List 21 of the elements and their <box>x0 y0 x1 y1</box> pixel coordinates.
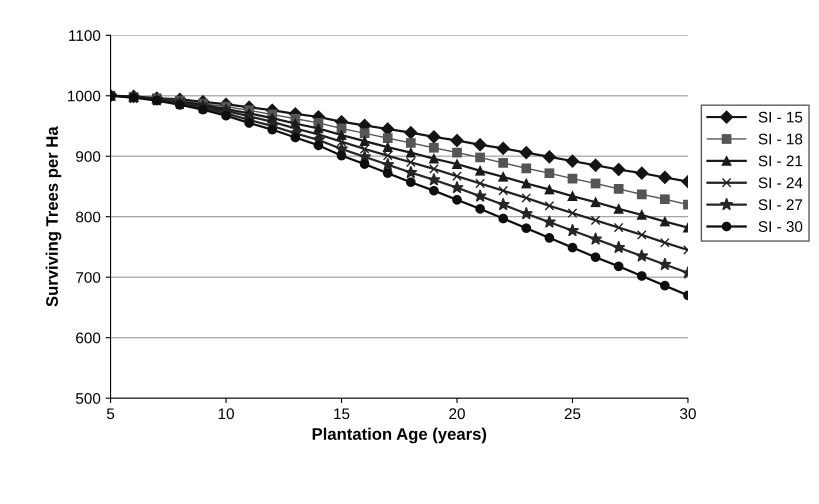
legend-label: SI - 30 <box>758 221 802 232</box>
y-tick-label: 1100 <box>69 30 100 41</box>
x-tick-label: 5 <box>106 408 114 420</box>
x-tick-label: 20 <box>449 408 465 420</box>
y-tick-label: 800 <box>76 212 100 222</box>
x-axis-title: Plantation Age (years) <box>312 428 486 444</box>
x-tick-label: 15 <box>334 408 350 420</box>
legend-label: SI - 21 <box>758 156 802 166</box>
x-tick-label: 25 <box>564 408 580 420</box>
y-tick-label: 600 <box>76 332 100 344</box>
legend-label: SI - 15 <box>758 112 802 123</box>
legend-label: SI - 24 <box>758 177 802 188</box>
y-tick-label: 1000 <box>68 90 100 102</box>
y-tick-label: 700 <box>76 272 100 283</box>
legend-label: SI - 27 <box>758 199 802 210</box>
y-axis-title: Surviving Trees per Ha <box>46 126 62 307</box>
y-tick-label: 900 <box>76 151 100 162</box>
x-tick-label: 30 <box>680 408 696 420</box>
y-tick-label: 500 <box>76 393 100 404</box>
x-tick-label: 10 <box>218 408 234 420</box>
legend-label: SI - 18 <box>758 134 802 144</box>
